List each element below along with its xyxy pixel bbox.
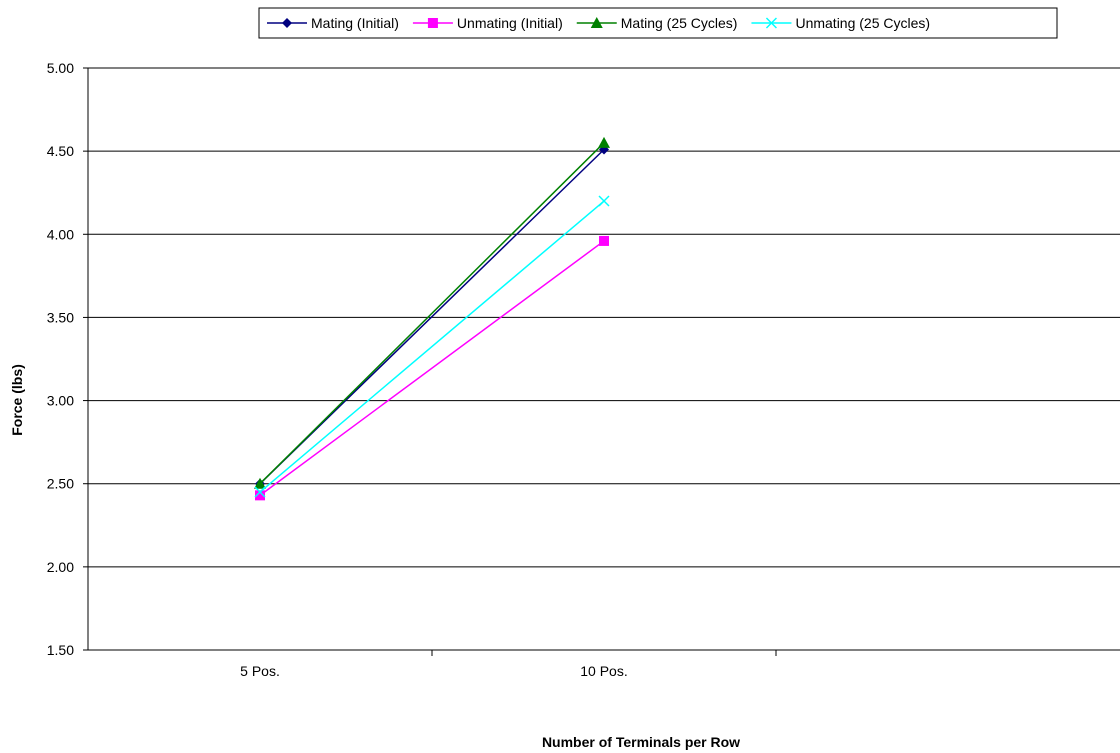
y-tick-label: 5.00: [47, 60, 74, 76]
series-line: [259, 200, 605, 493]
legend: Mating (Initial) Unmating (Initial) Mating…: [258, 7, 1058, 39]
y-tick-label: 2.00: [47, 559, 74, 575]
data-point: [282, 18, 292, 28]
legend-label: Mating (25 Cycles): [621, 15, 738, 31]
series-3: [254, 136, 610, 489]
marker-stroke: [598, 195, 610, 207]
data-point: [254, 477, 266, 489]
y-tick-label: 2.50: [47, 476, 74, 492]
legend-item: Unmating (Initial): [412, 15, 563, 31]
marker-stroke: [765, 17, 777, 29]
legend-item: Mating (25 Cycles): [576, 15, 738, 31]
data-point: [765, 17, 777, 29]
series-line: [259, 148, 605, 485]
legend-box: [258, 7, 1058, 39]
y-tick-label: 3.00: [47, 393, 74, 409]
x-tick-labels: 5 Pos. 10 Pos.: [240, 663, 628, 679]
series-line: [259, 240, 605, 496]
x-axis-title: Number of Terminals per Row: [542, 734, 740, 750]
y-axis-title: Force (lbs): [9, 364, 25, 436]
y-tick-label: 3.50: [47, 309, 74, 325]
series-group: [254, 136, 610, 501]
y-tick-label: 4.50: [47, 143, 74, 159]
data-point: [427, 18, 438, 28]
legend-item: Mating (Initial): [267, 15, 399, 31]
marker-stroke: [254, 486, 266, 498]
legend-label: Unmating (Initial): [457, 15, 563, 31]
data-point: [590, 17, 603, 28]
data-point: [255, 490, 265, 501]
x-tick-label: 5 Pos.: [240, 663, 280, 679]
data-point: [254, 486, 266, 498]
legend-item: Unmating (25 Cycles): [751, 15, 930, 31]
series-line: [259, 142, 605, 485]
data-point: [598, 195, 610, 207]
data-point: [598, 136, 610, 148]
data-point: [599, 235, 609, 246]
axes: [83, 67, 1120, 656]
series-4: [254, 195, 610, 498]
legend-label: Mating (Initial): [311, 15, 399, 31]
x-tick-label: 10 Pos.: [580, 663, 627, 679]
series-2: [255, 235, 609, 501]
legend-label: Unmating (25 Cycles): [795, 15, 930, 31]
y-tick-labels: 1.50 2.00 2.50 3.00 3.50 4.00 4.50 5.00: [47, 60, 74, 658]
y-tick-label: 4.00: [47, 226, 74, 242]
y-tick-label: 1.50: [47, 642, 74, 658]
